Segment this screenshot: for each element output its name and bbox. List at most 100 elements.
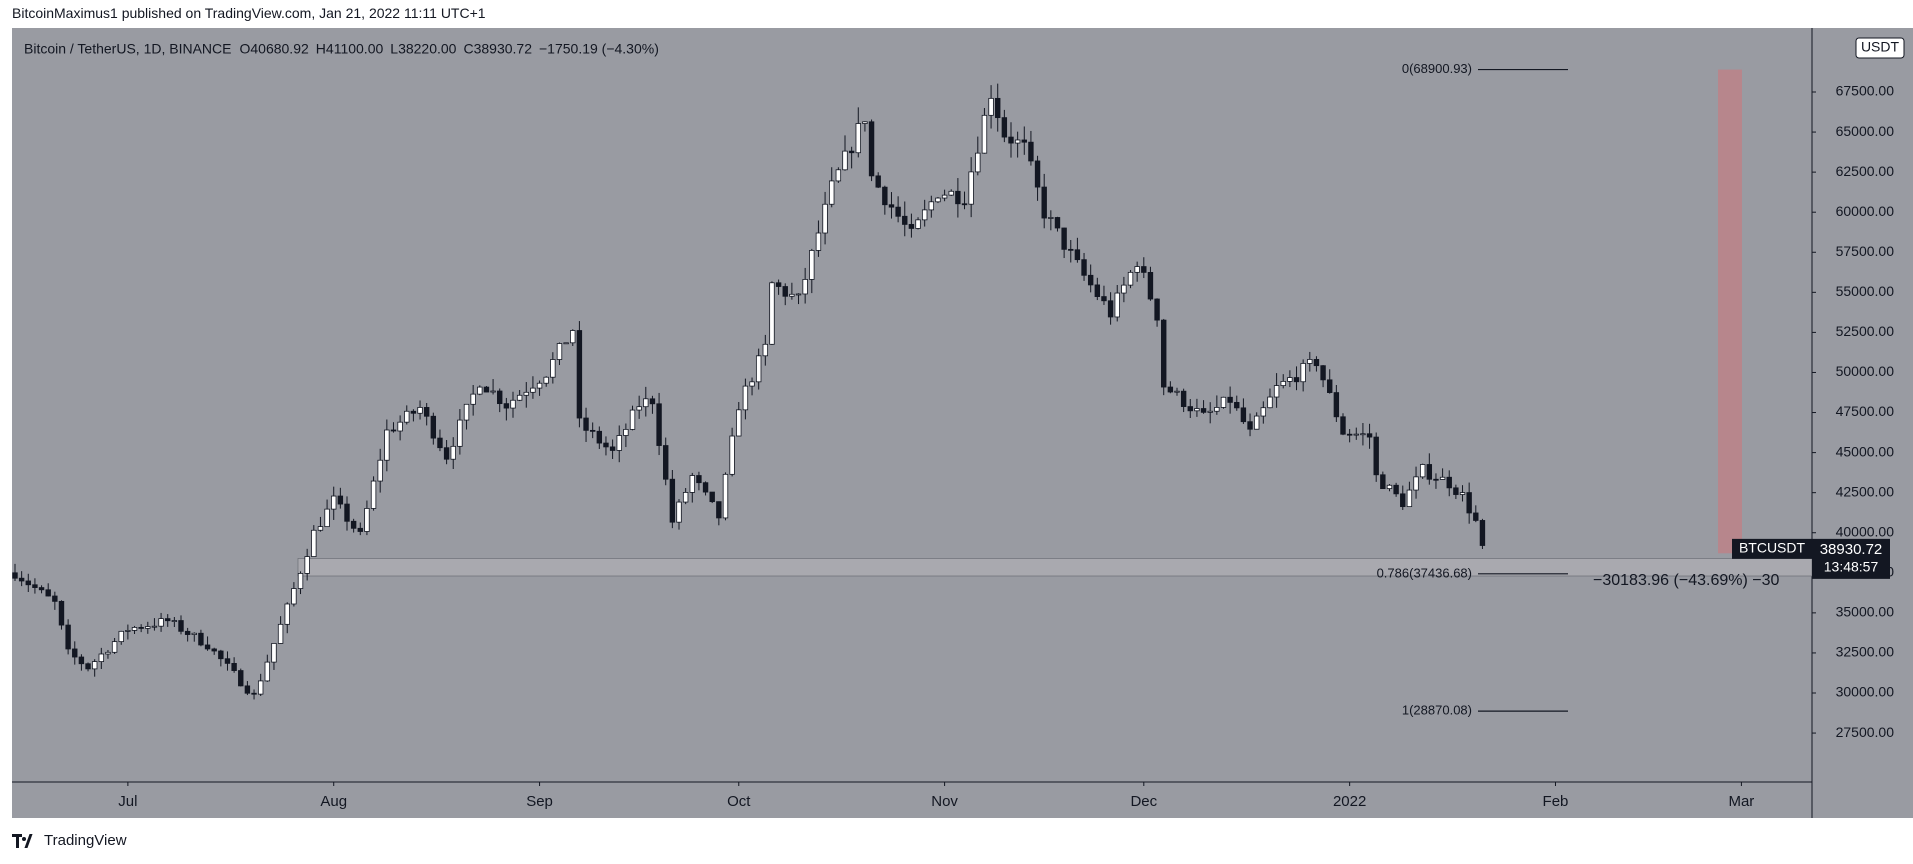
candle xyxy=(822,203,828,234)
y-tick-label: 65000.00 xyxy=(1836,123,1895,139)
candle xyxy=(589,429,596,432)
ticker-tag xyxy=(1732,538,1812,559)
candle xyxy=(277,623,284,644)
candle xyxy=(1121,284,1127,294)
candle xyxy=(1373,436,1379,476)
currency-badge[interactable] xyxy=(1855,37,1905,59)
candle xyxy=(1054,217,1061,229)
candle xyxy=(1028,141,1034,162)
candle xyxy=(244,685,251,694)
candle xyxy=(437,437,443,449)
candle xyxy=(45,589,51,597)
candle xyxy=(65,624,71,650)
candle xyxy=(397,421,403,432)
y-tick-label: 52500.00 xyxy=(1836,323,1895,339)
y-tick-label: 35000.00 xyxy=(1836,604,1895,620)
countdown-label: 13:48:57 xyxy=(1824,559,1879,575)
measure-bar xyxy=(1718,69,1742,554)
candle xyxy=(829,180,835,205)
candle xyxy=(749,381,755,387)
candle xyxy=(1220,396,1227,408)
candle xyxy=(1174,390,1180,393)
candle xyxy=(795,293,802,296)
candle xyxy=(91,661,98,670)
y-tick-label: 57500.00 xyxy=(1836,243,1895,259)
candle xyxy=(1008,136,1014,144)
y-tick-label: 67500.00 xyxy=(1836,83,1895,99)
candle xyxy=(1466,492,1472,514)
legend-l-value: 38220.00 xyxy=(398,41,457,57)
candle xyxy=(317,526,324,531)
candle xyxy=(1360,433,1366,436)
candle xyxy=(1227,396,1233,403)
candle xyxy=(875,175,881,188)
candle xyxy=(138,627,144,629)
candle xyxy=(1114,292,1120,318)
last-price-tag xyxy=(1812,538,1890,579)
candle xyxy=(742,385,749,411)
candle xyxy=(1001,117,1008,138)
candle xyxy=(1260,407,1267,417)
candle xyxy=(968,171,974,205)
candle xyxy=(623,428,629,436)
candle xyxy=(809,250,815,280)
candle xyxy=(1094,284,1101,297)
x-tick-label: Aug xyxy=(320,793,347,810)
candle xyxy=(470,393,476,405)
candle xyxy=(736,409,742,437)
footer: TradingView xyxy=(12,832,127,849)
candle xyxy=(609,446,616,451)
y-tick-label: 30000.00 xyxy=(1836,684,1895,700)
candle xyxy=(1366,433,1373,438)
y-tick-label: 27500.00 xyxy=(1836,724,1895,740)
candle xyxy=(789,293,795,297)
candle xyxy=(257,680,264,695)
candle xyxy=(1034,160,1041,188)
candle xyxy=(357,527,363,532)
x-tick-label: Jul xyxy=(118,793,137,810)
candle xyxy=(1346,433,1353,436)
legend-change: −1750.19 (−4.30%) xyxy=(539,41,659,57)
candle xyxy=(271,643,277,663)
candle xyxy=(417,407,423,414)
candle xyxy=(1313,359,1320,367)
candle xyxy=(145,626,151,629)
candle xyxy=(211,648,217,652)
candle xyxy=(981,114,988,154)
x-tick-label: 2022 xyxy=(1333,793,1366,810)
candle xyxy=(563,342,569,345)
candle xyxy=(543,376,549,384)
candle xyxy=(1320,365,1326,381)
candle xyxy=(835,169,842,182)
candle xyxy=(178,620,184,632)
candle xyxy=(1287,377,1293,382)
candle xyxy=(895,206,901,217)
candle xyxy=(656,403,662,446)
candle xyxy=(364,508,370,532)
candle xyxy=(1074,249,1081,261)
candle xyxy=(131,627,138,631)
legend-o-label: O xyxy=(239,41,250,57)
y-tick-label: 62500.00 xyxy=(1836,163,1895,179)
candle xyxy=(297,573,304,589)
candle xyxy=(915,219,921,229)
plot-area[interactable] xyxy=(12,28,1812,782)
x-tick-label: Dec xyxy=(1130,793,1157,810)
x-tick-label: Nov xyxy=(931,793,958,810)
legend-o-value: 40680.92 xyxy=(250,41,309,57)
candle xyxy=(1273,385,1280,398)
candle xyxy=(497,390,503,405)
candle xyxy=(251,692,257,695)
legend-symbol: Bitcoin / TetherUS, 1D, BINANCE xyxy=(24,41,231,57)
candle xyxy=(224,658,231,664)
candle xyxy=(716,501,722,519)
candle xyxy=(669,478,676,523)
candle xyxy=(1333,392,1340,418)
candle xyxy=(52,595,58,602)
candle xyxy=(1187,406,1193,412)
candle xyxy=(158,618,164,627)
legend-h-value: 41100.00 xyxy=(326,41,384,57)
candle xyxy=(1200,408,1207,413)
candle xyxy=(616,435,622,451)
